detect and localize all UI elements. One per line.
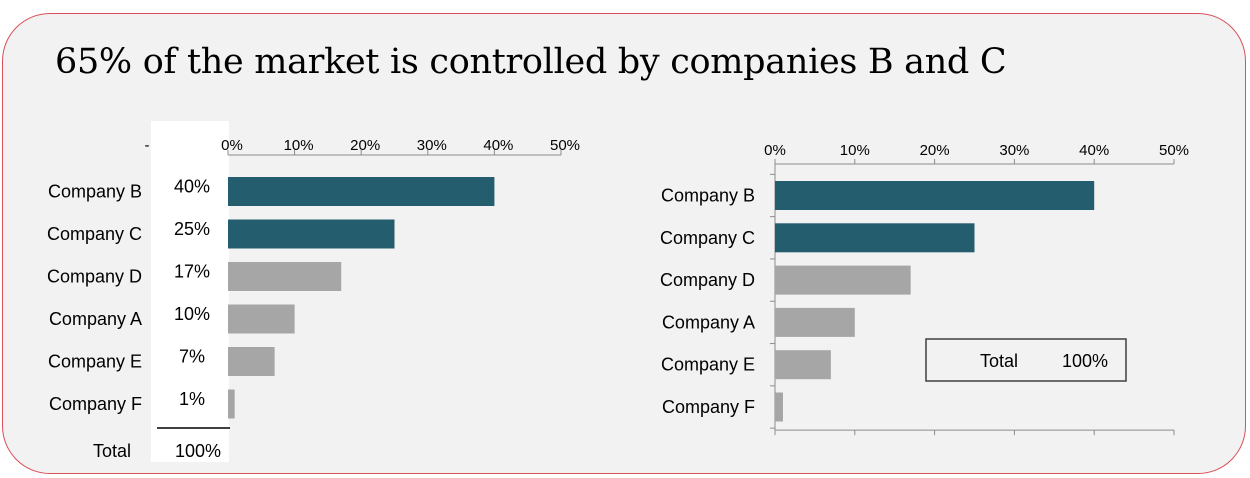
x-tick-label: 20% [350, 137, 380, 154]
value-label-company-f: 1% [179, 389, 205, 409]
x-tick-label: 50% [1159, 142, 1189, 159]
x-tick-label: 30% [417, 137, 447, 154]
bar-company-f [775, 392, 783, 422]
value-label-company-c: 25% [174, 219, 210, 239]
category-label-company-d: Company D [660, 270, 755, 290]
total-value: 100% [175, 441, 221, 461]
total-box [925, 338, 1127, 382]
value-label-company-b: 40% [174, 177, 210, 197]
value-label-company-e: 7% [179, 347, 205, 367]
bar-company-c [775, 223, 975, 253]
total-value: 100% [1062, 351, 1108, 371]
x-tick-label: 10% [284, 137, 314, 154]
bar-company-c [228, 219, 395, 249]
x-tick-label: 0% [764, 142, 786, 159]
category-label-company-e: Company E [661, 355, 755, 375]
x-tick-label: 0% [221, 137, 243, 154]
x-tick-label: 30% [999, 142, 1029, 159]
x-tick-label: 10% [840, 142, 870, 159]
category-label-company-b: Company B [661, 186, 755, 206]
bar-company-b [775, 181, 1095, 210]
category-label-company-d: Company D [47, 267, 142, 287]
x-tick-label: 50% [550, 137, 580, 154]
category-label-company-f: Company F [49, 394, 142, 414]
bar-company-e [228, 347, 275, 376]
bar-company-b [228, 177, 495, 206]
x-tick-label: 40% [1079, 142, 1109, 159]
value-column-panel [151, 121, 229, 462]
total-label: Total [980, 351, 1018, 371]
bar-company-f [228, 389, 235, 419]
category-label-company-e: Company E [48, 352, 142, 372]
slide-title: 65% of the market is controlled by compa… [55, 42, 1007, 82]
x-tick-label: 20% [920, 142, 950, 159]
category-label-company-c: Company C [660, 228, 755, 248]
extra-tick-label: - [145, 137, 150, 154]
category-label-company-a: Company A [662, 312, 755, 332]
category-label-company-a: Company A [49, 309, 142, 329]
value-label-company-a: 10% [174, 304, 210, 324]
bar-company-d [775, 265, 911, 295]
category-label-company-f: Company F [662, 397, 755, 417]
bar-company-e [775, 350, 831, 380]
bar-company-a [775, 307, 855, 337]
x-tick-label: 40% [483, 137, 513, 154]
category-label-company-c: Company C [47, 224, 142, 244]
bar-company-a [228, 304, 295, 334]
category-label-company-b: Company B [48, 182, 142, 202]
total-label: Total [93, 441, 131, 461]
value-label-company-d: 17% [174, 262, 210, 282]
bar-company-d [228, 262, 342, 291]
